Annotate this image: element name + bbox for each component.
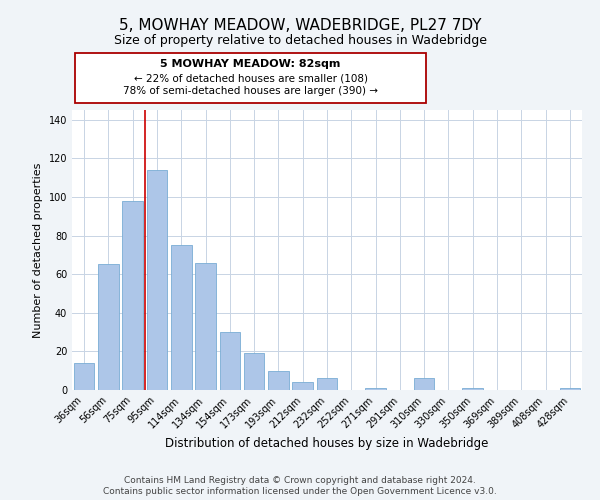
Bar: [220, 332, 240, 390]
Text: Contains HM Land Registry data © Crown copyright and database right 2024.: Contains HM Land Registry data © Crown c…: [124, 476, 476, 485]
Text: 78% of semi-detached houses are larger (390) →: 78% of semi-detached houses are larger (…: [123, 86, 378, 97]
Bar: [244, 354, 265, 390]
Text: ← 22% of detached houses are smaller (108): ← 22% of detached houses are smaller (10…: [133, 74, 367, 84]
Bar: [463, 388, 483, 390]
Bar: [195, 262, 216, 390]
Text: Contains public sector information licensed under the Open Government Licence v3: Contains public sector information licen…: [103, 487, 497, 496]
Bar: [146, 170, 167, 390]
Y-axis label: Number of detached properties: Number of detached properties: [33, 162, 43, 338]
Bar: [171, 245, 191, 390]
Bar: [292, 382, 313, 390]
Text: 5, MOWHAY MEADOW, WADEBRIDGE, PL27 7DY: 5, MOWHAY MEADOW, WADEBRIDGE, PL27 7DY: [119, 18, 481, 32]
X-axis label: Distribution of detached houses by size in Wadebridge: Distribution of detached houses by size …: [166, 437, 488, 450]
Bar: [122, 201, 143, 390]
Bar: [74, 363, 94, 390]
Text: 5 MOWHAY MEADOW: 82sqm: 5 MOWHAY MEADOW: 82sqm: [160, 59, 341, 69]
Bar: [98, 264, 119, 390]
Bar: [365, 388, 386, 390]
Bar: [317, 378, 337, 390]
Bar: [268, 370, 289, 390]
Bar: [560, 388, 580, 390]
Text: Size of property relative to detached houses in Wadebridge: Size of property relative to detached ho…: [113, 34, 487, 47]
Bar: [414, 378, 434, 390]
